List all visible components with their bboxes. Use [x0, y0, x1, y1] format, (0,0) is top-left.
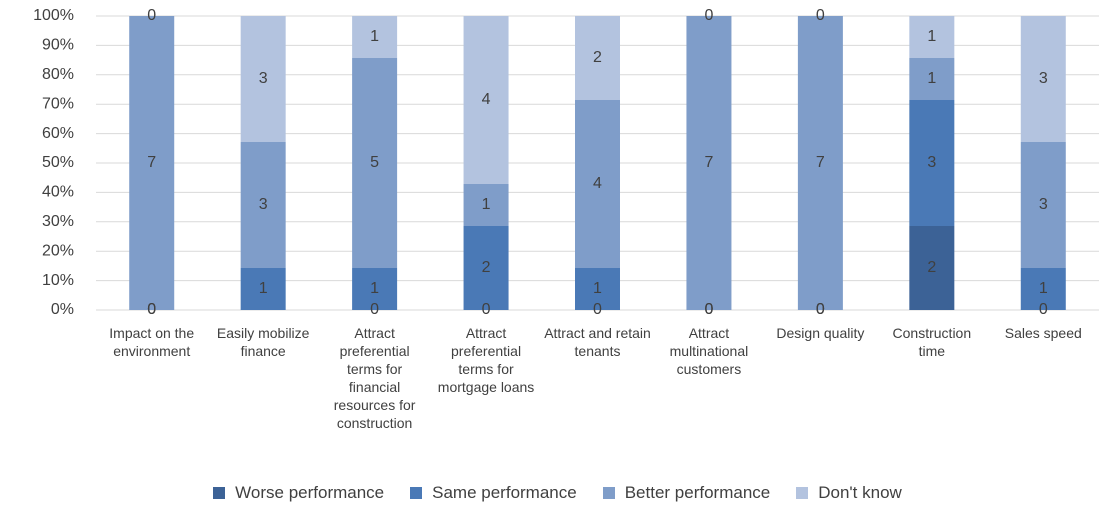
y-tick-label: 20% — [42, 242, 74, 259]
data-label: 5 — [370, 154, 379, 171]
data-label: 0 — [704, 7, 713, 24]
bar-segment — [1020, 16, 1066, 142]
y-tick-label: 70% — [42, 95, 74, 112]
data-label: 0 — [816, 301, 825, 318]
x-tick-label: Construction time — [892, 325, 972, 359]
legend-swatch — [602, 487, 615, 499]
y-tick-label: 50% — [42, 154, 74, 171]
y-tick-label: 30% — [42, 213, 74, 230]
data-label: 7 — [816, 154, 825, 171]
y-tick-label: 100% — [33, 7, 74, 24]
bar-segment — [240, 142, 286, 268]
legend-swatch — [213, 487, 226, 499]
y-tick-label: 90% — [42, 37, 74, 54]
x-tick-label: Easily mobilize finance — [216, 325, 310, 359]
bar-segment — [1020, 268, 1066, 310]
bar-segment — [352, 58, 398, 268]
legend-swatch — [796, 487, 809, 499]
data-label: 0 — [704, 301, 713, 318]
x-tick-label: Attract preferential terms for financial… — [333, 325, 416, 431]
data-label: 0 — [816, 301, 825, 318]
data-label: 0 — [1039, 301, 1048, 318]
bar-segment — [240, 16, 286, 142]
data-label: 1 — [370, 28, 379, 45]
bar-segment — [575, 268, 620, 310]
bar-segment — [352, 16, 398, 58]
bar-segment — [352, 268, 398, 310]
data-label: 7 — [147, 154, 156, 171]
bar-segment — [463, 16, 509, 184]
bar-segment — [909, 226, 955, 310]
y-tick-label: 10% — [42, 272, 74, 289]
x-tick-label: Impact on the environment — [109, 325, 195, 359]
plot: 0% 10% 20% 30% 40% 50% 60% 70% 80% 90% 100% 0 0 7 0 1 3 3… — [33, 7, 1099, 318]
y-tick-label: 0% — [51, 301, 74, 318]
data-label: 3 — [259, 196, 268, 213]
data-label: 0 — [147, 301, 156, 318]
legend-label: Better performance — [624, 483, 771, 502]
x-tick-label: Attract preferential terms for mortgage … — [437, 325, 535, 395]
data-label: 1 — [259, 280, 268, 297]
legend-label: Worse performance — [235, 483, 385, 502]
data-label: 1 — [593, 280, 602, 297]
bar-segment — [575, 100, 620, 268]
bar-segment — [463, 184, 509, 226]
x-tick-label: Design quality — [776, 325, 865, 341]
legend-item: Same performance — [410, 483, 577, 503]
bar-segment — [240, 268, 286, 310]
bar-segment — [909, 100, 955, 226]
data-label: 0 — [370, 301, 379, 318]
data-label: 0 — [482, 301, 491, 318]
data-label: 1 — [927, 28, 936, 45]
legend-label: Don't know — [818, 483, 902, 502]
data-label: 1 — [482, 196, 491, 213]
bar-segment — [909, 58, 955, 100]
data-label: 3 — [1039, 196, 1048, 213]
data-label: 1 — [1039, 280, 1048, 297]
bar-segment — [909, 16, 955, 58]
data-label: 7 — [704, 154, 713, 171]
data-label: 0 — [593, 301, 602, 318]
legend-label: Same performance — [432, 483, 577, 502]
data-label: 1 — [927, 70, 936, 87]
data-label: 2 — [927, 259, 936, 276]
data-label: 2 — [482, 259, 491, 276]
x-tick-label: Attract and retain tenants — [544, 325, 651, 359]
data-label: 3 — [1039, 70, 1048, 87]
bar-segment — [129, 16, 175, 310]
data-label: 0 — [704, 301, 713, 318]
y-tick-label: 40% — [42, 184, 74, 201]
data-label: 0 — [147, 301, 156, 318]
y-tick-label: 60% — [42, 125, 74, 142]
data-label: 0 — [147, 7, 156, 24]
legend: Worse performance Same performance Better … — [0, 483, 1115, 503]
bar-segment — [575, 16, 620, 100]
legend-item: Better performance — [602, 483, 771, 503]
data-label: 4 — [593, 175, 602, 192]
data-label: 3 — [927, 154, 936, 171]
data-label: 1 — [370, 280, 379, 297]
data-label: 0 — [816, 7, 825, 24]
bar-segment — [686, 16, 732, 310]
bar-segment — [1020, 142, 1066, 268]
data-label: 3 — [259, 70, 268, 87]
legend-swatch — [410, 487, 423, 499]
legend-item: Worse performance — [213, 483, 384, 503]
legend-item: Don't know — [796, 483, 902, 503]
data-label: 4 — [482, 91, 491, 108]
data-label: 2 — [593, 49, 602, 66]
bar-segment — [463, 226, 509, 310]
x-tick-label: Attract multinational customers — [669, 325, 749, 377]
y-tick-label: 80% — [42, 66, 74, 83]
bar-segment — [797, 16, 843, 310]
x-tick-label: Sales speed — [1004, 325, 1082, 341]
